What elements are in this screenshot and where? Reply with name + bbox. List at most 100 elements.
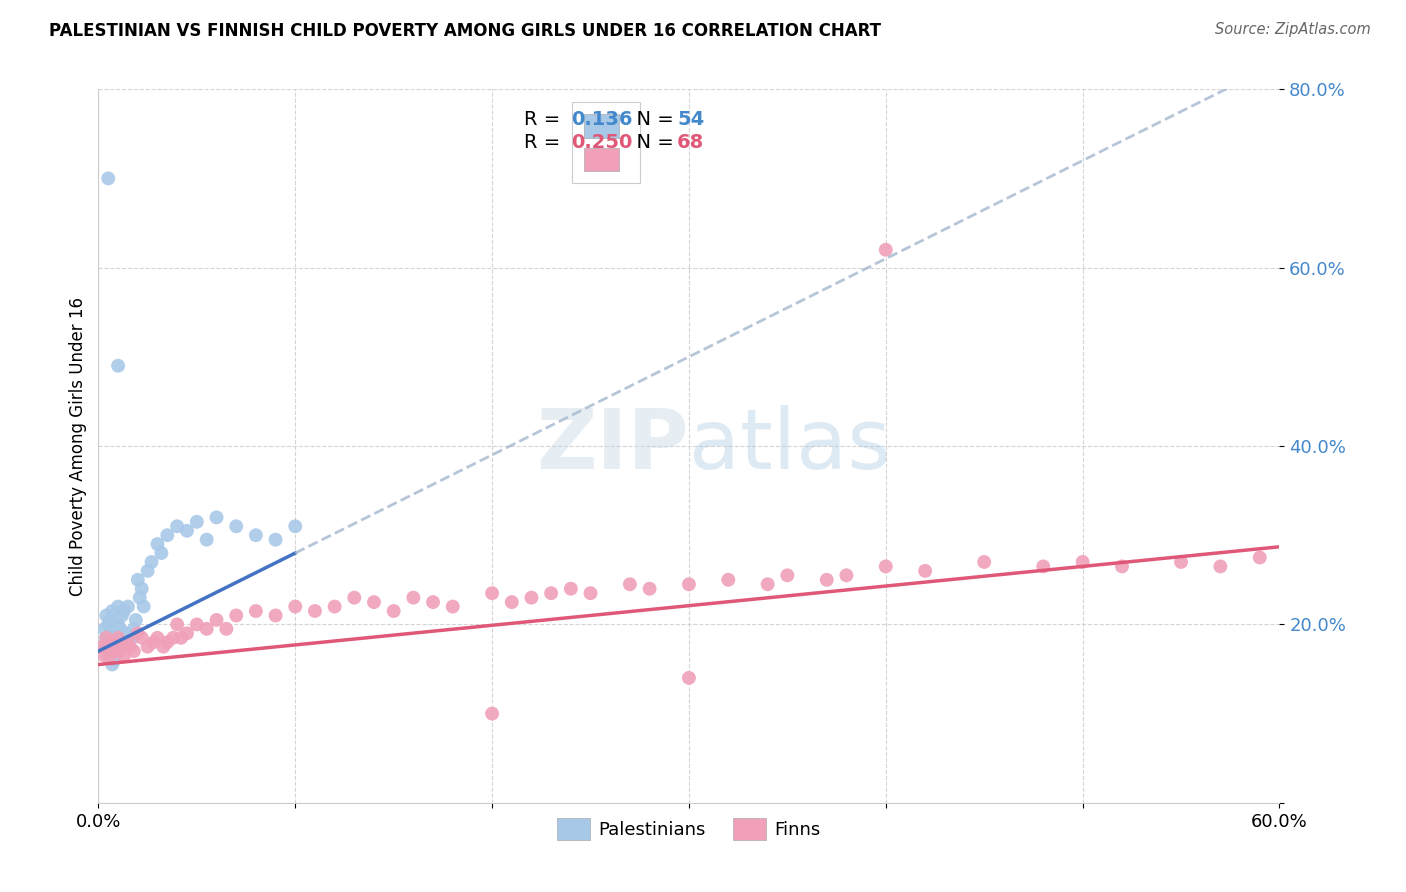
Text: 0.250: 0.250 bbox=[571, 133, 633, 153]
Point bbox=[835, 568, 858, 582]
Point bbox=[150, 546, 173, 560]
Point bbox=[111, 635, 134, 649]
Point bbox=[225, 608, 247, 623]
Point bbox=[112, 648, 135, 663]
Point bbox=[141, 555, 163, 569]
Point bbox=[96, 631, 118, 645]
Text: ZIP: ZIP bbox=[537, 406, 689, 486]
Point bbox=[98, 648, 121, 663]
Point bbox=[107, 599, 129, 614]
Point bbox=[619, 577, 641, 591]
Point bbox=[382, 604, 405, 618]
Y-axis label: Child Poverty Among Girls Under 16: Child Poverty Among Girls Under 16 bbox=[69, 296, 87, 596]
Text: 54: 54 bbox=[678, 110, 704, 128]
Point bbox=[117, 635, 139, 649]
Point bbox=[186, 617, 208, 632]
Point bbox=[215, 622, 238, 636]
Point bbox=[520, 591, 543, 605]
Point bbox=[501, 595, 523, 609]
Point bbox=[98, 613, 121, 627]
Point bbox=[101, 640, 124, 654]
Point bbox=[1209, 559, 1232, 574]
Point bbox=[973, 555, 995, 569]
Point bbox=[91, 640, 114, 654]
Point bbox=[195, 622, 218, 636]
Legend: Palestinians, Finns: Palestinians, Finns bbox=[550, 811, 828, 847]
Point bbox=[156, 635, 179, 649]
Point bbox=[638, 582, 661, 596]
Point bbox=[125, 613, 148, 627]
Point bbox=[560, 582, 582, 596]
Point bbox=[108, 640, 131, 654]
Point bbox=[170, 631, 193, 645]
Point bbox=[101, 604, 124, 618]
Point bbox=[103, 644, 125, 658]
Point bbox=[776, 568, 799, 582]
Point bbox=[103, 653, 125, 667]
Point bbox=[111, 640, 134, 654]
Point bbox=[363, 595, 385, 609]
Point bbox=[1111, 559, 1133, 574]
Point bbox=[111, 608, 134, 623]
Point bbox=[264, 608, 287, 623]
Text: 68: 68 bbox=[678, 133, 704, 153]
Point bbox=[284, 599, 307, 614]
Point bbox=[875, 559, 897, 574]
Point bbox=[107, 644, 129, 658]
Point bbox=[205, 510, 228, 524]
Point bbox=[284, 519, 307, 533]
Point bbox=[815, 573, 838, 587]
Text: 0.136: 0.136 bbox=[571, 110, 633, 128]
Point bbox=[98, 626, 121, 640]
Point bbox=[540, 586, 562, 600]
Point bbox=[717, 573, 740, 587]
Point bbox=[107, 617, 129, 632]
Point bbox=[166, 519, 188, 533]
Point bbox=[914, 564, 936, 578]
Point bbox=[1071, 555, 1094, 569]
Point bbox=[304, 604, 326, 618]
Point bbox=[1249, 550, 1271, 565]
Point bbox=[205, 613, 228, 627]
Point bbox=[96, 608, 118, 623]
Point bbox=[122, 622, 145, 636]
Point bbox=[343, 591, 366, 605]
Point bbox=[678, 577, 700, 591]
Point bbox=[1032, 559, 1054, 574]
Point bbox=[118, 640, 141, 654]
Point bbox=[245, 528, 267, 542]
Point bbox=[264, 533, 287, 547]
Point bbox=[146, 631, 169, 645]
Point bbox=[225, 519, 247, 533]
Point bbox=[131, 582, 153, 596]
Point bbox=[579, 586, 602, 600]
Point bbox=[121, 631, 143, 645]
Point bbox=[146, 537, 169, 551]
Point bbox=[131, 631, 153, 645]
Point bbox=[117, 599, 139, 614]
Point bbox=[323, 599, 346, 614]
Point bbox=[136, 640, 159, 654]
Point bbox=[101, 635, 124, 649]
Point bbox=[142, 635, 165, 649]
Point bbox=[245, 604, 267, 618]
Point bbox=[756, 577, 779, 591]
Point bbox=[195, 533, 218, 547]
Point bbox=[128, 591, 150, 605]
Point bbox=[105, 622, 128, 636]
Point bbox=[176, 626, 198, 640]
Point bbox=[98, 644, 121, 658]
Point bbox=[402, 591, 425, 605]
Text: Source: ZipAtlas.com: Source: ZipAtlas.com bbox=[1215, 22, 1371, 37]
Point bbox=[108, 644, 131, 658]
Point bbox=[115, 626, 138, 640]
Point bbox=[132, 599, 155, 614]
Point bbox=[93, 622, 115, 636]
Point bbox=[112, 604, 135, 618]
Point bbox=[176, 524, 198, 538]
Text: R =: R = bbox=[523, 133, 567, 153]
Point bbox=[162, 631, 184, 645]
Point bbox=[441, 599, 464, 614]
Text: atlas: atlas bbox=[689, 406, 890, 486]
Point bbox=[481, 706, 503, 721]
